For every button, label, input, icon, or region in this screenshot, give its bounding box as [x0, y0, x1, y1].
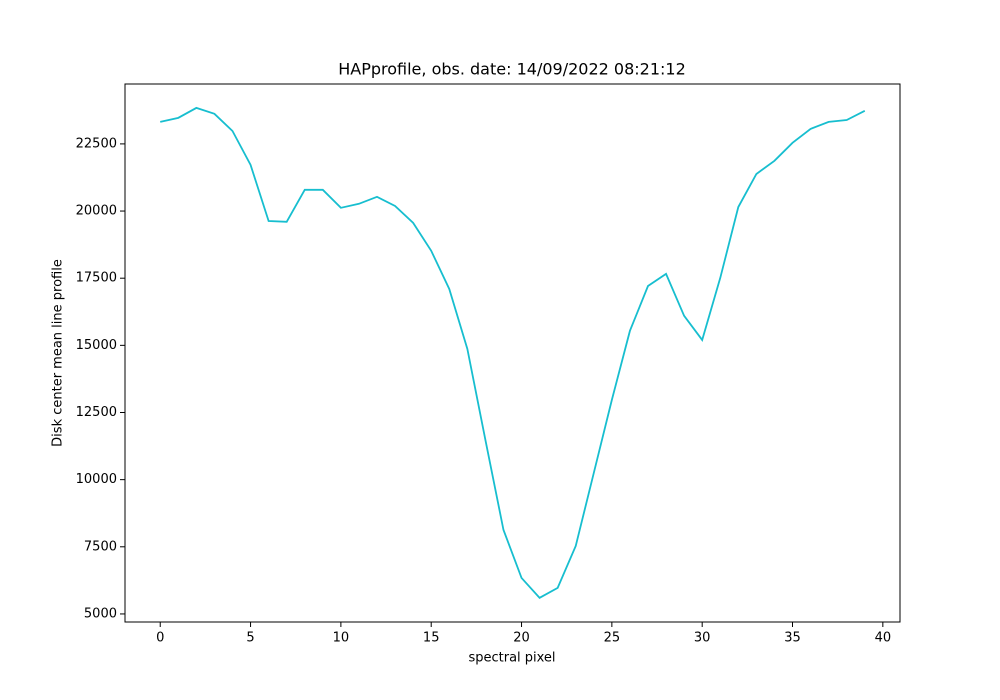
y-tick-label: 22500: [76, 136, 117, 151]
x-tick-label: 0: [156, 631, 164, 646]
plot-frame: [124, 83, 901, 623]
y-tick-label: 7500: [84, 539, 117, 554]
y-tick-label: 5000: [84, 606, 117, 621]
x-tick-label: 15: [423, 631, 440, 646]
line: [160, 106, 866, 599]
x-tick-label: 20: [513, 631, 530, 646]
y-tick-label: 10000: [76, 472, 117, 487]
x-tick-label: 25: [604, 631, 621, 646]
x-tick-label: 10: [333, 631, 350, 646]
x-axis-label: spectral pixel: [468, 651, 555, 666]
x-tick-label: 5: [246, 631, 254, 646]
x-tick-label: 40: [875, 631, 892, 646]
y-tick-label: 20000: [76, 204, 117, 219]
y-tick-label: 17500: [76, 271, 117, 286]
y-tick-label: 15000: [76, 338, 117, 353]
y-axis-label: Disk center mean line profile: [51, 259, 66, 447]
chart-title: HAPprofile, obs. date: 14/09/2022 08:21:…: [338, 60, 686, 79]
x-tick-label: 35: [784, 631, 801, 646]
y-tick-label: 12500: [76, 405, 117, 420]
x-tick-label: 30: [694, 631, 711, 646]
